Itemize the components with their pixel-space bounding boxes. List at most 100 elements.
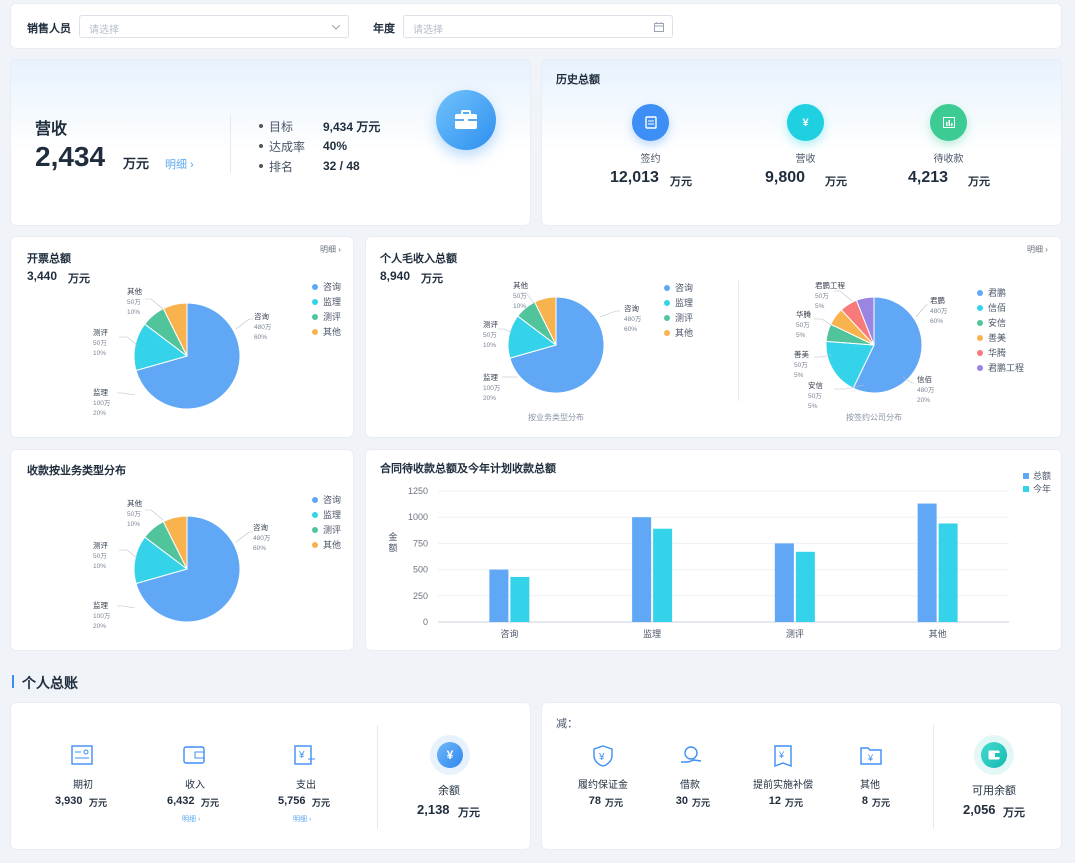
ledger-icon	[71, 745, 93, 770]
gross-detail-link[interactable]: 明细 ›	[1027, 245, 1048, 254]
label-line	[814, 354, 833, 358]
legend-item: 测评	[312, 525, 341, 535]
year-select[interactable]: 请选择	[403, 15, 673, 38]
legend-label: 今年	[1033, 483, 1051, 494]
legend-label: 君鹏	[988, 287, 1006, 298]
legend-item: 华腾	[977, 347, 1006, 358]
history-item-unit: 万元	[825, 176, 847, 188]
pie-slice	[135, 302, 241, 410]
pie-label-pct: 20%	[93, 410, 106, 417]
pie-label-name: 监理	[93, 600, 108, 610]
salesperson-label: 销售人员	[27, 23, 71, 35]
gross-total: 8,940	[380, 269, 411, 283]
ledger-left-card: 期初 3,930 万元 收入 6,432 万元 明细 › ¥ 支出 5,756 万元 明细 › ¥ 余…	[10, 702, 531, 850]
ledger-item-value: 5,756	[278, 795, 306, 807]
y-tick-label: 500	[413, 565, 428, 575]
pie-label-value: 480万	[254, 323, 272, 331]
ledger-detail-link[interactable]: 明细 ›	[293, 816, 312, 823]
ledger-item-label: 提前实施补偿	[753, 780, 813, 791]
label-line	[145, 298, 164, 310]
stat-value: 32 / 48	[323, 159, 360, 173]
pie-label-pct: 20%	[917, 397, 930, 404]
ledger-section-title: 个人总账	[22, 675, 78, 691]
pie-label-value: 100万	[483, 384, 501, 392]
bar	[774, 543, 794, 622]
gross-unit: 万元	[421, 273, 443, 285]
ledger-item-value: 3,930	[55, 795, 83, 807]
history-card: 历史总额 签约 12,013 万元 ¥ 营收 9,800 万元 待收款 4,213 万元	[541, 59, 1062, 226]
ledger-item-label: 其他	[860, 780, 880, 791]
label-line	[814, 318, 835, 328]
pie-label-name: 咨询	[253, 522, 268, 532]
invoice-unit: 万元	[68, 273, 90, 285]
pie-label-value: 480万	[917, 386, 935, 394]
pie-label-pct: 10%	[93, 350, 106, 357]
legend-item: 安信	[977, 317, 1006, 328]
y-tick-label: 1250	[408, 486, 428, 496]
year-placeholder: 请选择	[413, 25, 443, 36]
invoice-detail-link[interactable]: 明细 ›	[320, 245, 341, 254]
legend-item: 测评	[664, 313, 693, 323]
label-line	[498, 328, 514, 334]
divider	[933, 725, 934, 829]
legend-item: 监理	[312, 296, 341, 307]
pie-label-value: 100万	[93, 612, 111, 620]
section-marker	[12, 675, 14, 688]
y-tick-label: 250	[413, 591, 428, 601]
wallet-green-icon	[974, 735, 1014, 775]
pie-label-pct: 20%	[483, 395, 496, 402]
stat-row: 目标 9,434 万元	[259, 116, 380, 136]
document-icon	[632, 104, 669, 141]
divider	[738, 281, 739, 401]
pie-label-value: 50万	[127, 298, 141, 306]
yen-coin-icon: ¥	[430, 735, 470, 775]
pie-label-name: 君鹏	[930, 295, 945, 305]
label-line	[145, 509, 164, 521]
pie-slice	[162, 302, 188, 357]
ledger-item-unit: 万元	[89, 798, 108, 808]
bar	[632, 517, 652, 622]
pie-label-name: 其他	[513, 280, 528, 290]
ledger-detail-link[interactable]: 明细 ›	[182, 816, 201, 823]
label-line	[235, 318, 253, 330]
legend-label: 善美	[988, 332, 1006, 343]
y-axis-label: 额	[388, 542, 397, 553]
pie-label-name: 信佰	[917, 374, 932, 384]
pie-label-value: 480万	[253, 534, 271, 542]
ledger-item-unit: 万元	[312, 798, 331, 808]
legend-label: 其他	[675, 327, 693, 338]
revenue-stats: 目标 9,434 万元 达成率 40% 排名 32 / 48	[259, 116, 380, 176]
legend-item: 咨询	[312, 494, 341, 505]
stat-row: 排名 32 / 48	[259, 156, 380, 176]
pie-label-pct: 5%	[815, 303, 825, 310]
legend-dot	[312, 284, 318, 290]
revenue-unit: 万元	[123, 156, 150, 171]
label-line	[834, 384, 865, 390]
legend-label: 咨询	[323, 281, 341, 292]
year-label: 年度	[373, 23, 395, 35]
ledger-item-value: 6,432	[167, 795, 195, 807]
stat-label: 达成率	[269, 139, 306, 154]
revenue-card: 营收 2,434 万元 明细 › 目标 9,434 万元 达成率 40% 排名 32 …	[10, 59, 531, 226]
gross-caption-right: 按签约公司分布	[846, 413, 902, 422]
bar	[917, 503, 937, 622]
pie-label-pct: 20%	[93, 623, 106, 630]
legend-item: 测评	[312, 312, 341, 322]
legend-dot	[312, 329, 318, 335]
ledger-item-unit: 万元	[201, 798, 220, 808]
revenue-detail-link[interactable]: 明细 ›	[165, 159, 194, 171]
legend-label: 咨询	[675, 282, 693, 293]
legend-dot	[977, 320, 983, 326]
legend-label: 测评	[675, 313, 693, 323]
history-item-unit: 万元	[968, 176, 990, 188]
pie-label-pct: 5%	[794, 372, 804, 379]
legend-dot	[312, 512, 318, 518]
y-tick-label: 0	[423, 617, 428, 627]
salesperson-placeholder: 请选择	[89, 25, 119, 36]
history-item-value: 9,800	[765, 169, 806, 186]
salesperson-select[interactable]: 请选择	[79, 15, 349, 38]
legend-dot	[977, 335, 983, 341]
pie-slice	[852, 296, 923, 394]
pie-label-pct: 10%	[127, 521, 140, 528]
pie-label-pct: 60%	[930, 318, 943, 325]
